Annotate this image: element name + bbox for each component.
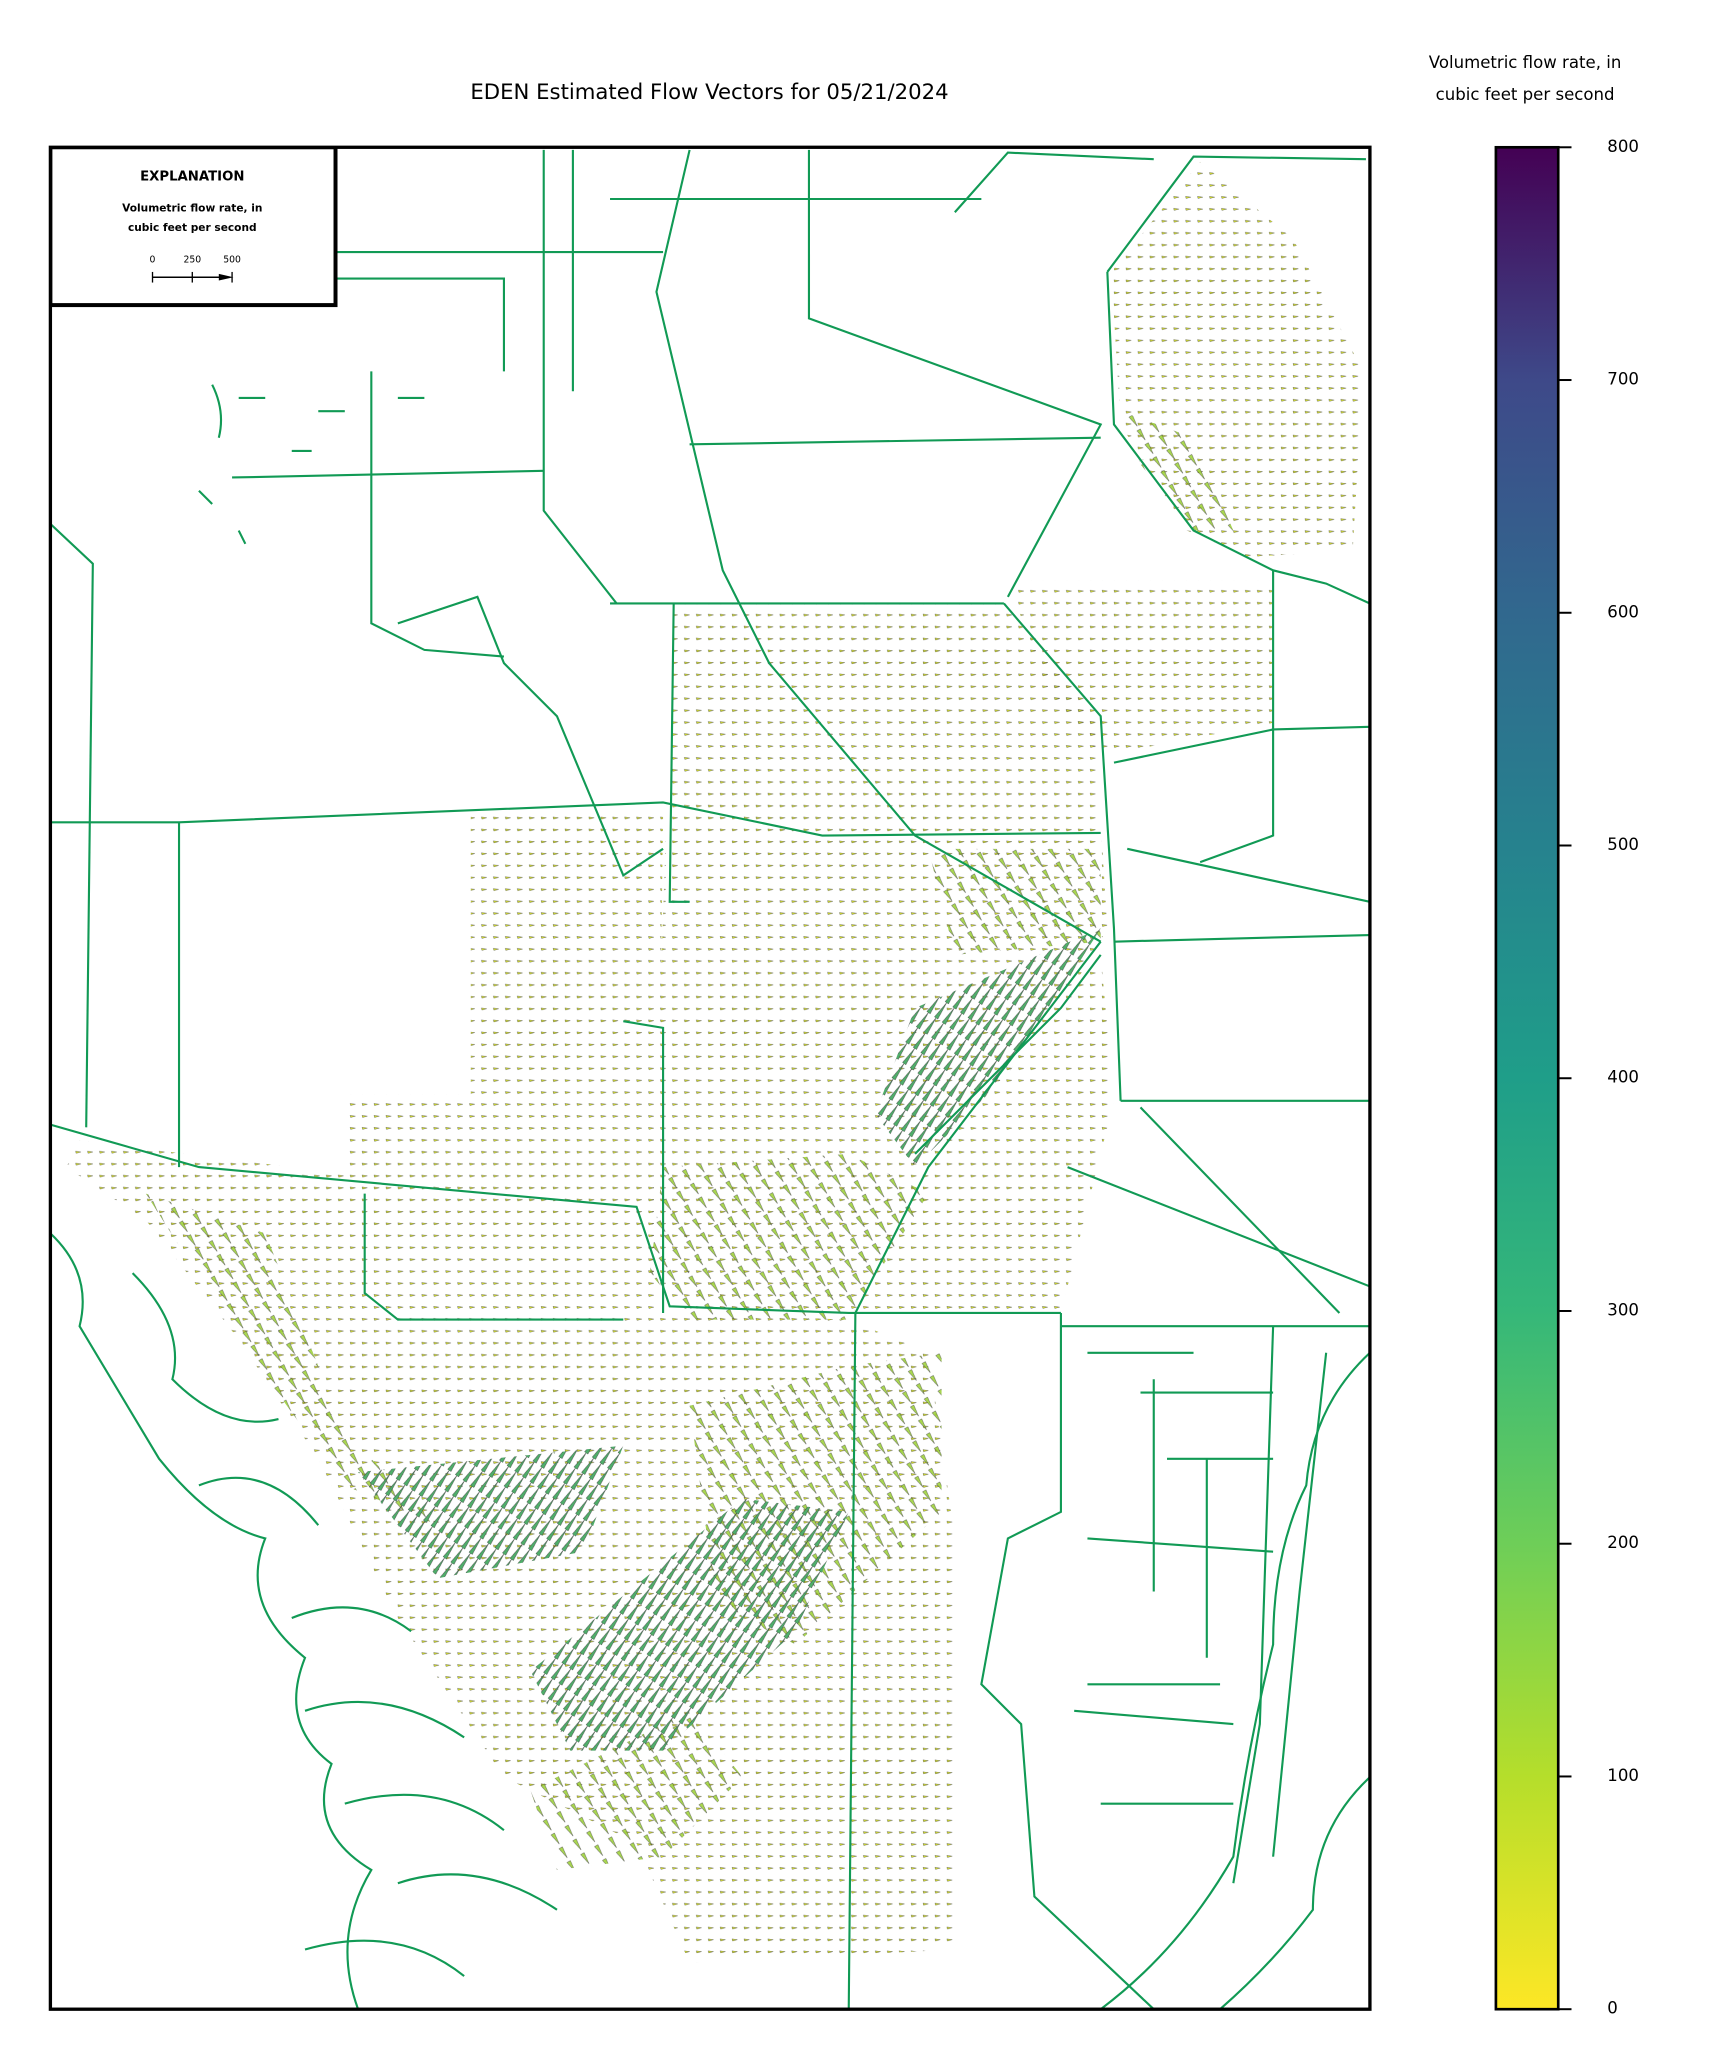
colorbar-tick-label: 300	[1607, 1300, 1639, 1319]
map-frame	[48, 145, 1372, 2011]
canals	[50, 149, 1370, 2010]
explanation-label: cubic feet per second	[128, 222, 257, 234]
scale-tick-label: 0	[150, 255, 156, 266]
colorbar-tick-label: 700	[1607, 370, 1639, 389]
flow-vectors	[66, 161, 1364, 1963]
scale-tick-label: 250	[183, 255, 201, 266]
scale-tick-label: 500	[223, 255, 241, 266]
explanation-label: Volumetric flow rate, in	[122, 202, 262, 214]
colorbar-label: cubic feet per second	[1436, 85, 1615, 104]
colorbar-tick-label: 500	[1607, 835, 1639, 854]
colorbar-label: Volumetric flow rate, in	[1429, 53, 1622, 72]
colorbar-tick-label: 800	[1607, 137, 1639, 156]
explanation-title: EXPLANATION	[140, 169, 244, 184]
map-title: EDEN Estimated Flow Vectors for 05/21/20…	[470, 80, 948, 105]
explanation-box: EXPLANATION Volumetric flow rate, in cub…	[50, 147, 338, 308]
colorbar-tick-label: 200	[1607, 1533, 1639, 1552]
colorbar-tick-label: 0	[1607, 1999, 1618, 2018]
colorbar-tick-label: 400	[1607, 1068, 1639, 1087]
colorbar-tick-label: 600	[1607, 602, 1639, 621]
colorbar-tick-label: 100	[1607, 1766, 1639, 1785]
colorbar	[1494, 145, 1560, 2011]
map-area: EXPLANATION Volumetric flow rate, in cub…	[50, 147, 1370, 2010]
scale-arrow: 0 250 500	[150, 255, 241, 283]
